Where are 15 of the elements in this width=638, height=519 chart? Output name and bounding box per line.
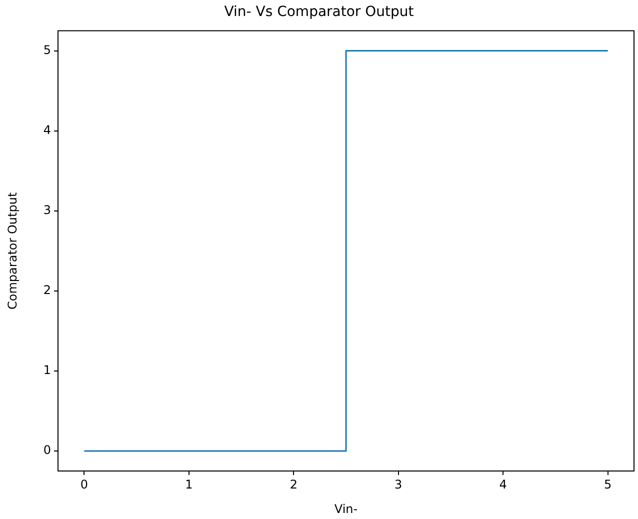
x-tick-label: 5 — [604, 477, 612, 492]
y-tick-label: 5 — [43, 42, 51, 57]
chart-title: Vin- Vs Comparator Output — [224, 4, 414, 20]
y-axis-title: Comparator Output — [5, 192, 20, 310]
y-tick-label: 4 — [43, 122, 51, 137]
y-tick-label: 0 — [43, 443, 51, 458]
x-tick-label: 2 — [290, 477, 298, 492]
y-tick-label: 2 — [43, 283, 51, 298]
x-tick-label: 0 — [80, 477, 88, 492]
x-tick-label: 1 — [185, 477, 193, 492]
x-tick-label: 3 — [394, 477, 402, 492]
y-tick-label: 1 — [43, 363, 51, 378]
x-tick-label: 4 — [499, 477, 507, 492]
y-tick-label: 3 — [43, 203, 51, 218]
x-axis-title: Vin- — [334, 502, 358, 516]
